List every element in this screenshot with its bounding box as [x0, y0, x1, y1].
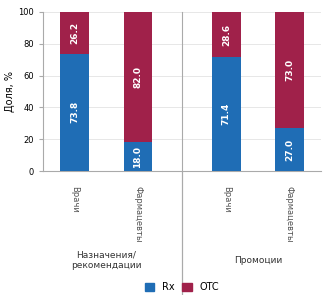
Y-axis label: Доля, %: Доля, %: [5, 71, 16, 112]
Text: Врачи: Врачи: [70, 186, 79, 213]
Bar: [212, 12, 241, 57]
Bar: [60, 53, 89, 171]
Bar: [60, 12, 89, 53]
Bar: [123, 12, 152, 142]
Text: 71.4: 71.4: [222, 103, 231, 125]
Bar: [275, 12, 304, 128]
Text: 18.0: 18.0: [133, 146, 142, 168]
Text: Фармацевты: Фармацевты: [133, 186, 142, 242]
Text: 73.8: 73.8: [70, 101, 79, 123]
Text: Назначения/
рекомендации: Назначения/ рекомендации: [71, 251, 141, 270]
Text: Промоции: Промоции: [234, 256, 282, 265]
Text: 28.6: 28.6: [222, 24, 231, 46]
Bar: [123, 142, 152, 171]
Bar: [275, 128, 304, 171]
Legend: Rx, OTC: Rx, OTC: [141, 278, 223, 295]
Text: 73.0: 73.0: [285, 59, 294, 81]
Bar: [212, 57, 241, 171]
Text: Врачи: Врачи: [222, 186, 231, 213]
Text: 26.2: 26.2: [70, 22, 79, 44]
Text: Фармацевты: Фармацевты: [285, 186, 294, 242]
Text: 27.0: 27.0: [285, 139, 294, 161]
Text: 82.0: 82.0: [133, 66, 142, 88]
